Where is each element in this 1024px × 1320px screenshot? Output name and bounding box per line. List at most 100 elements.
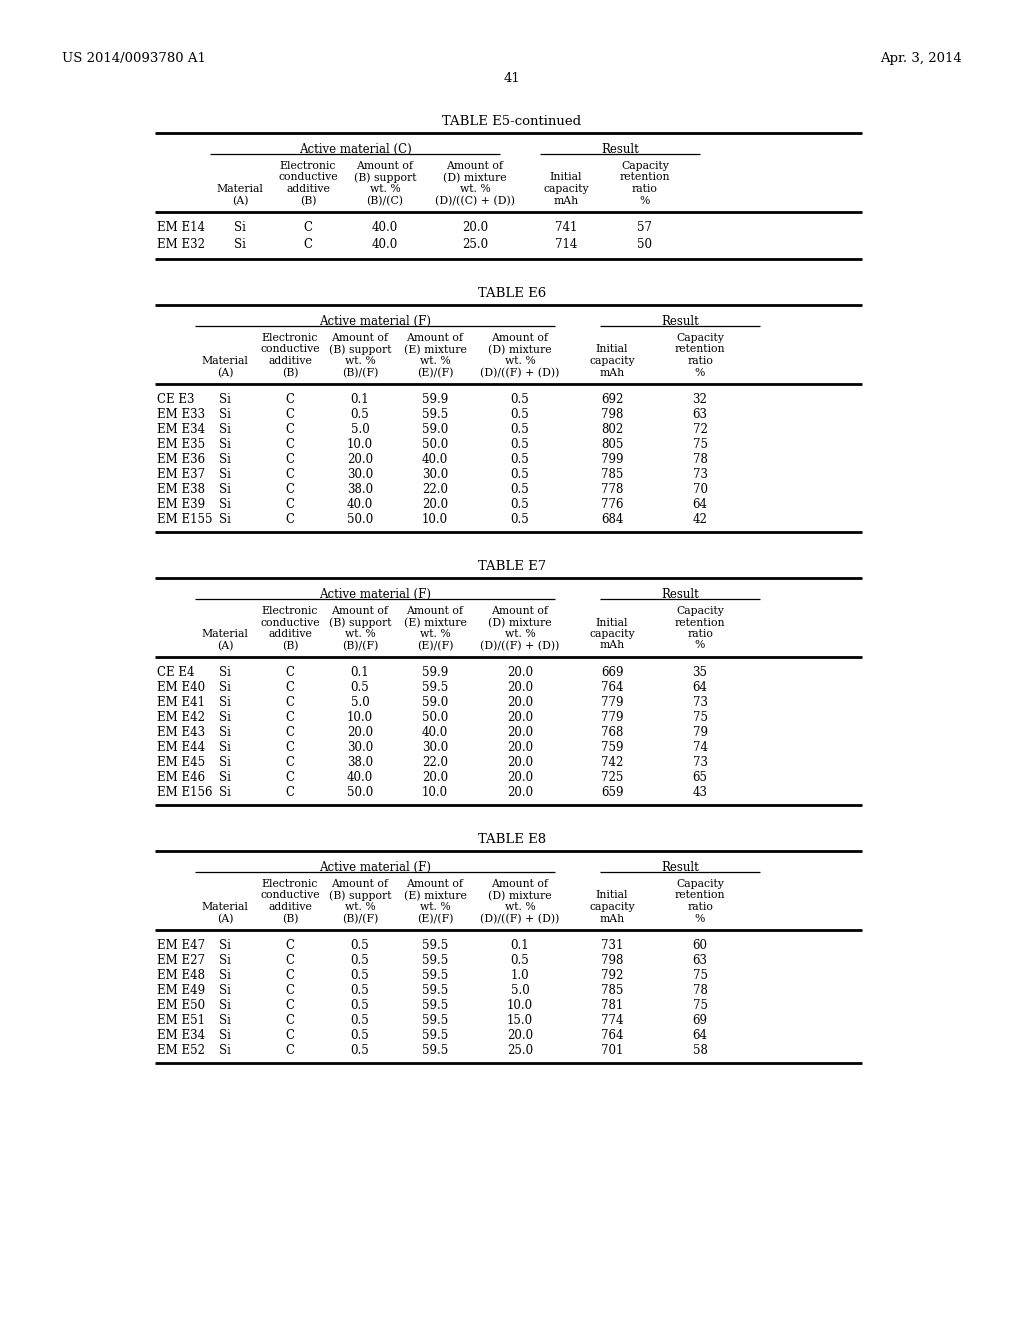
Text: CE E4: CE E4 — [157, 667, 195, 678]
Text: Si: Si — [219, 483, 231, 496]
Text: Si: Si — [219, 422, 231, 436]
Text: Si: Si — [234, 220, 246, 234]
Text: Amount of: Amount of — [492, 333, 549, 343]
Text: Capacity: Capacity — [676, 606, 724, 616]
Text: 64: 64 — [692, 498, 708, 511]
Text: 5.0: 5.0 — [350, 696, 370, 709]
Text: 63: 63 — [692, 408, 708, 421]
Text: 59.9: 59.9 — [422, 667, 449, 678]
Text: (B)/(F): (B)/(F) — [342, 367, 378, 378]
Text: 75: 75 — [692, 999, 708, 1012]
Text: 741: 741 — [555, 220, 578, 234]
Text: 20.0: 20.0 — [507, 756, 534, 770]
Text: 0.5: 0.5 — [350, 1014, 370, 1027]
Text: Material: Material — [216, 183, 263, 194]
Text: additive: additive — [268, 356, 312, 366]
Text: 75: 75 — [692, 438, 708, 451]
Text: 59.9: 59.9 — [422, 393, 449, 407]
Text: 0.1: 0.1 — [350, 393, 370, 407]
Text: 63: 63 — [692, 954, 708, 968]
Text: Active material (F): Active material (F) — [319, 315, 431, 327]
Text: TABLE E6: TABLE E6 — [478, 286, 546, 300]
Text: 42: 42 — [692, 513, 708, 525]
Text: C: C — [286, 771, 295, 784]
Text: TABLE E5-continued: TABLE E5-continued — [442, 115, 582, 128]
Text: Si: Si — [219, 711, 231, 723]
Text: Si: Si — [219, 498, 231, 511]
Text: mAh: mAh — [599, 913, 625, 924]
Text: 15.0: 15.0 — [507, 1014, 534, 1027]
Text: 0.5: 0.5 — [511, 483, 529, 496]
Text: C: C — [286, 696, 295, 709]
Text: (B) support: (B) support — [329, 618, 391, 628]
Text: 38.0: 38.0 — [347, 483, 373, 496]
Text: 64: 64 — [692, 681, 708, 694]
Text: Si: Si — [234, 238, 246, 251]
Text: 41: 41 — [504, 73, 520, 84]
Text: C: C — [286, 408, 295, 421]
Text: C: C — [286, 513, 295, 525]
Text: Amount of: Amount of — [492, 879, 549, 888]
Text: wt. %: wt. % — [345, 630, 376, 639]
Text: 50.0: 50.0 — [422, 711, 449, 723]
Text: Si: Si — [219, 741, 231, 754]
Text: ratio: ratio — [687, 902, 713, 912]
Text: 73: 73 — [692, 756, 708, 770]
Text: 792: 792 — [601, 969, 624, 982]
Text: 725: 725 — [601, 771, 624, 784]
Text: Initial: Initial — [596, 345, 629, 355]
Text: capacity: capacity — [589, 902, 635, 912]
Text: (B) support: (B) support — [329, 345, 391, 355]
Text: 50: 50 — [638, 238, 652, 251]
Text: %: % — [640, 195, 650, 206]
Text: 20.0: 20.0 — [347, 726, 373, 739]
Text: 59.5: 59.5 — [422, 1030, 449, 1041]
Text: EM E40: EM E40 — [157, 681, 205, 694]
Text: EM E34: EM E34 — [157, 1030, 205, 1041]
Text: 40.0: 40.0 — [347, 771, 373, 784]
Text: 59.5: 59.5 — [422, 983, 449, 997]
Text: Material: Material — [202, 630, 249, 639]
Text: 20.0: 20.0 — [507, 681, 534, 694]
Text: (E)/(F): (E)/(F) — [417, 367, 454, 378]
Text: 798: 798 — [601, 408, 624, 421]
Text: EM E42: EM E42 — [157, 711, 205, 723]
Text: 0.5: 0.5 — [511, 498, 529, 511]
Text: 59.0: 59.0 — [422, 696, 449, 709]
Text: EM E44: EM E44 — [157, 741, 205, 754]
Text: 72: 72 — [692, 422, 708, 436]
Text: 64: 64 — [692, 1030, 708, 1041]
Text: wt. %: wt. % — [505, 356, 536, 366]
Text: mAh: mAh — [599, 640, 625, 651]
Text: Si: Si — [219, 726, 231, 739]
Text: 764: 764 — [601, 681, 624, 694]
Text: 20.0: 20.0 — [462, 220, 488, 234]
Text: 0.1: 0.1 — [350, 667, 370, 678]
Text: 798: 798 — [601, 954, 624, 968]
Text: (B): (B) — [282, 640, 298, 651]
Text: Si: Si — [219, 453, 231, 466]
Text: 0.5: 0.5 — [350, 939, 370, 952]
Text: capacity: capacity — [589, 356, 635, 366]
Text: Amount of: Amount of — [332, 879, 388, 888]
Text: C: C — [286, 939, 295, 952]
Text: (D)/((C) + (D)): (D)/((C) + (D)) — [435, 195, 515, 206]
Text: 10.0: 10.0 — [422, 513, 449, 525]
Text: EM E36: EM E36 — [157, 453, 205, 466]
Text: 10.0: 10.0 — [347, 438, 373, 451]
Text: 69: 69 — [692, 1014, 708, 1027]
Text: (D) mixture: (D) mixture — [443, 173, 507, 182]
Text: C: C — [286, 498, 295, 511]
Text: Material: Material — [202, 902, 249, 912]
Text: Initial: Initial — [550, 173, 583, 182]
Text: 5.0: 5.0 — [350, 422, 370, 436]
Text: C: C — [286, 711, 295, 723]
Text: 40.0: 40.0 — [372, 220, 398, 234]
Text: Si: Si — [219, 469, 231, 480]
Text: 701: 701 — [601, 1044, 624, 1057]
Text: wt. %: wt. % — [420, 902, 451, 912]
Text: (B) support: (B) support — [329, 891, 391, 902]
Text: Electronic: Electronic — [262, 606, 318, 616]
Text: Si: Si — [219, 954, 231, 968]
Text: 60: 60 — [692, 939, 708, 952]
